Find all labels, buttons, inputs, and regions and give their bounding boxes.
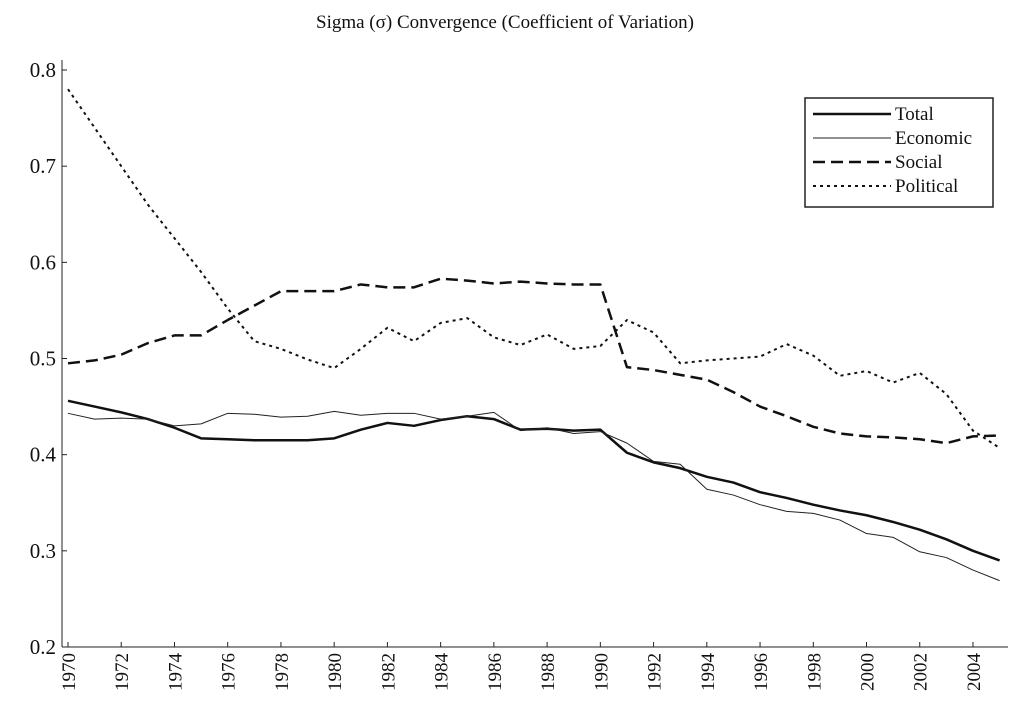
series-line: [67, 399, 1001, 562]
legend-label: Political: [895, 176, 958, 197]
x-tick-label: 1990: [591, 653, 612, 691]
x-tick-label: 2002: [911, 653, 932, 691]
series-line: [67, 410, 1000, 582]
x-tick-label: 1988: [538, 653, 559, 691]
y-tick-label: 0.5: [30, 347, 56, 371]
x-tick-label: 1976: [219, 653, 240, 691]
legend-label: Total: [895, 104, 934, 125]
y-tick-label: 0.7: [30, 154, 56, 178]
x-tick-label: 1994: [698, 653, 719, 692]
x-tick-label: 1970: [59, 653, 80, 691]
x-tick-label: 1982: [378, 653, 399, 691]
series-line: [67, 277, 1000, 445]
x-tick-label: 2004: [964, 653, 985, 692]
x-tick-label: 1992: [645, 653, 666, 691]
y-tick-label: 0.3: [30, 539, 56, 563]
x-tick-label: 1996: [751, 653, 772, 691]
x-tick-label: 1984: [432, 653, 453, 692]
x-tick-label: 1998: [804, 653, 825, 691]
legend-box: [804, 97, 994, 208]
x-tick-label: 1978: [272, 653, 293, 691]
legend-label: Social: [895, 152, 943, 173]
x-tick-label: 1972: [112, 653, 133, 691]
y-tick-label: 0.8: [30, 58, 56, 82]
legend-label: Economic: [895, 128, 972, 149]
x-tick-label: 1974: [165, 653, 186, 692]
x-tick-label: 1986: [485, 653, 506, 691]
chart-title: Sigma (σ) Convergence (Coefficient of Va…: [316, 12, 694, 33]
y-tick-label: 0.4: [30, 443, 57, 467]
y-tick-label: 0.6: [30, 250, 56, 274]
x-tick-label: 1980: [325, 653, 346, 691]
x-tick-label: 2000: [858, 653, 879, 691]
y-tick-label: 0.2: [30, 635, 56, 659]
